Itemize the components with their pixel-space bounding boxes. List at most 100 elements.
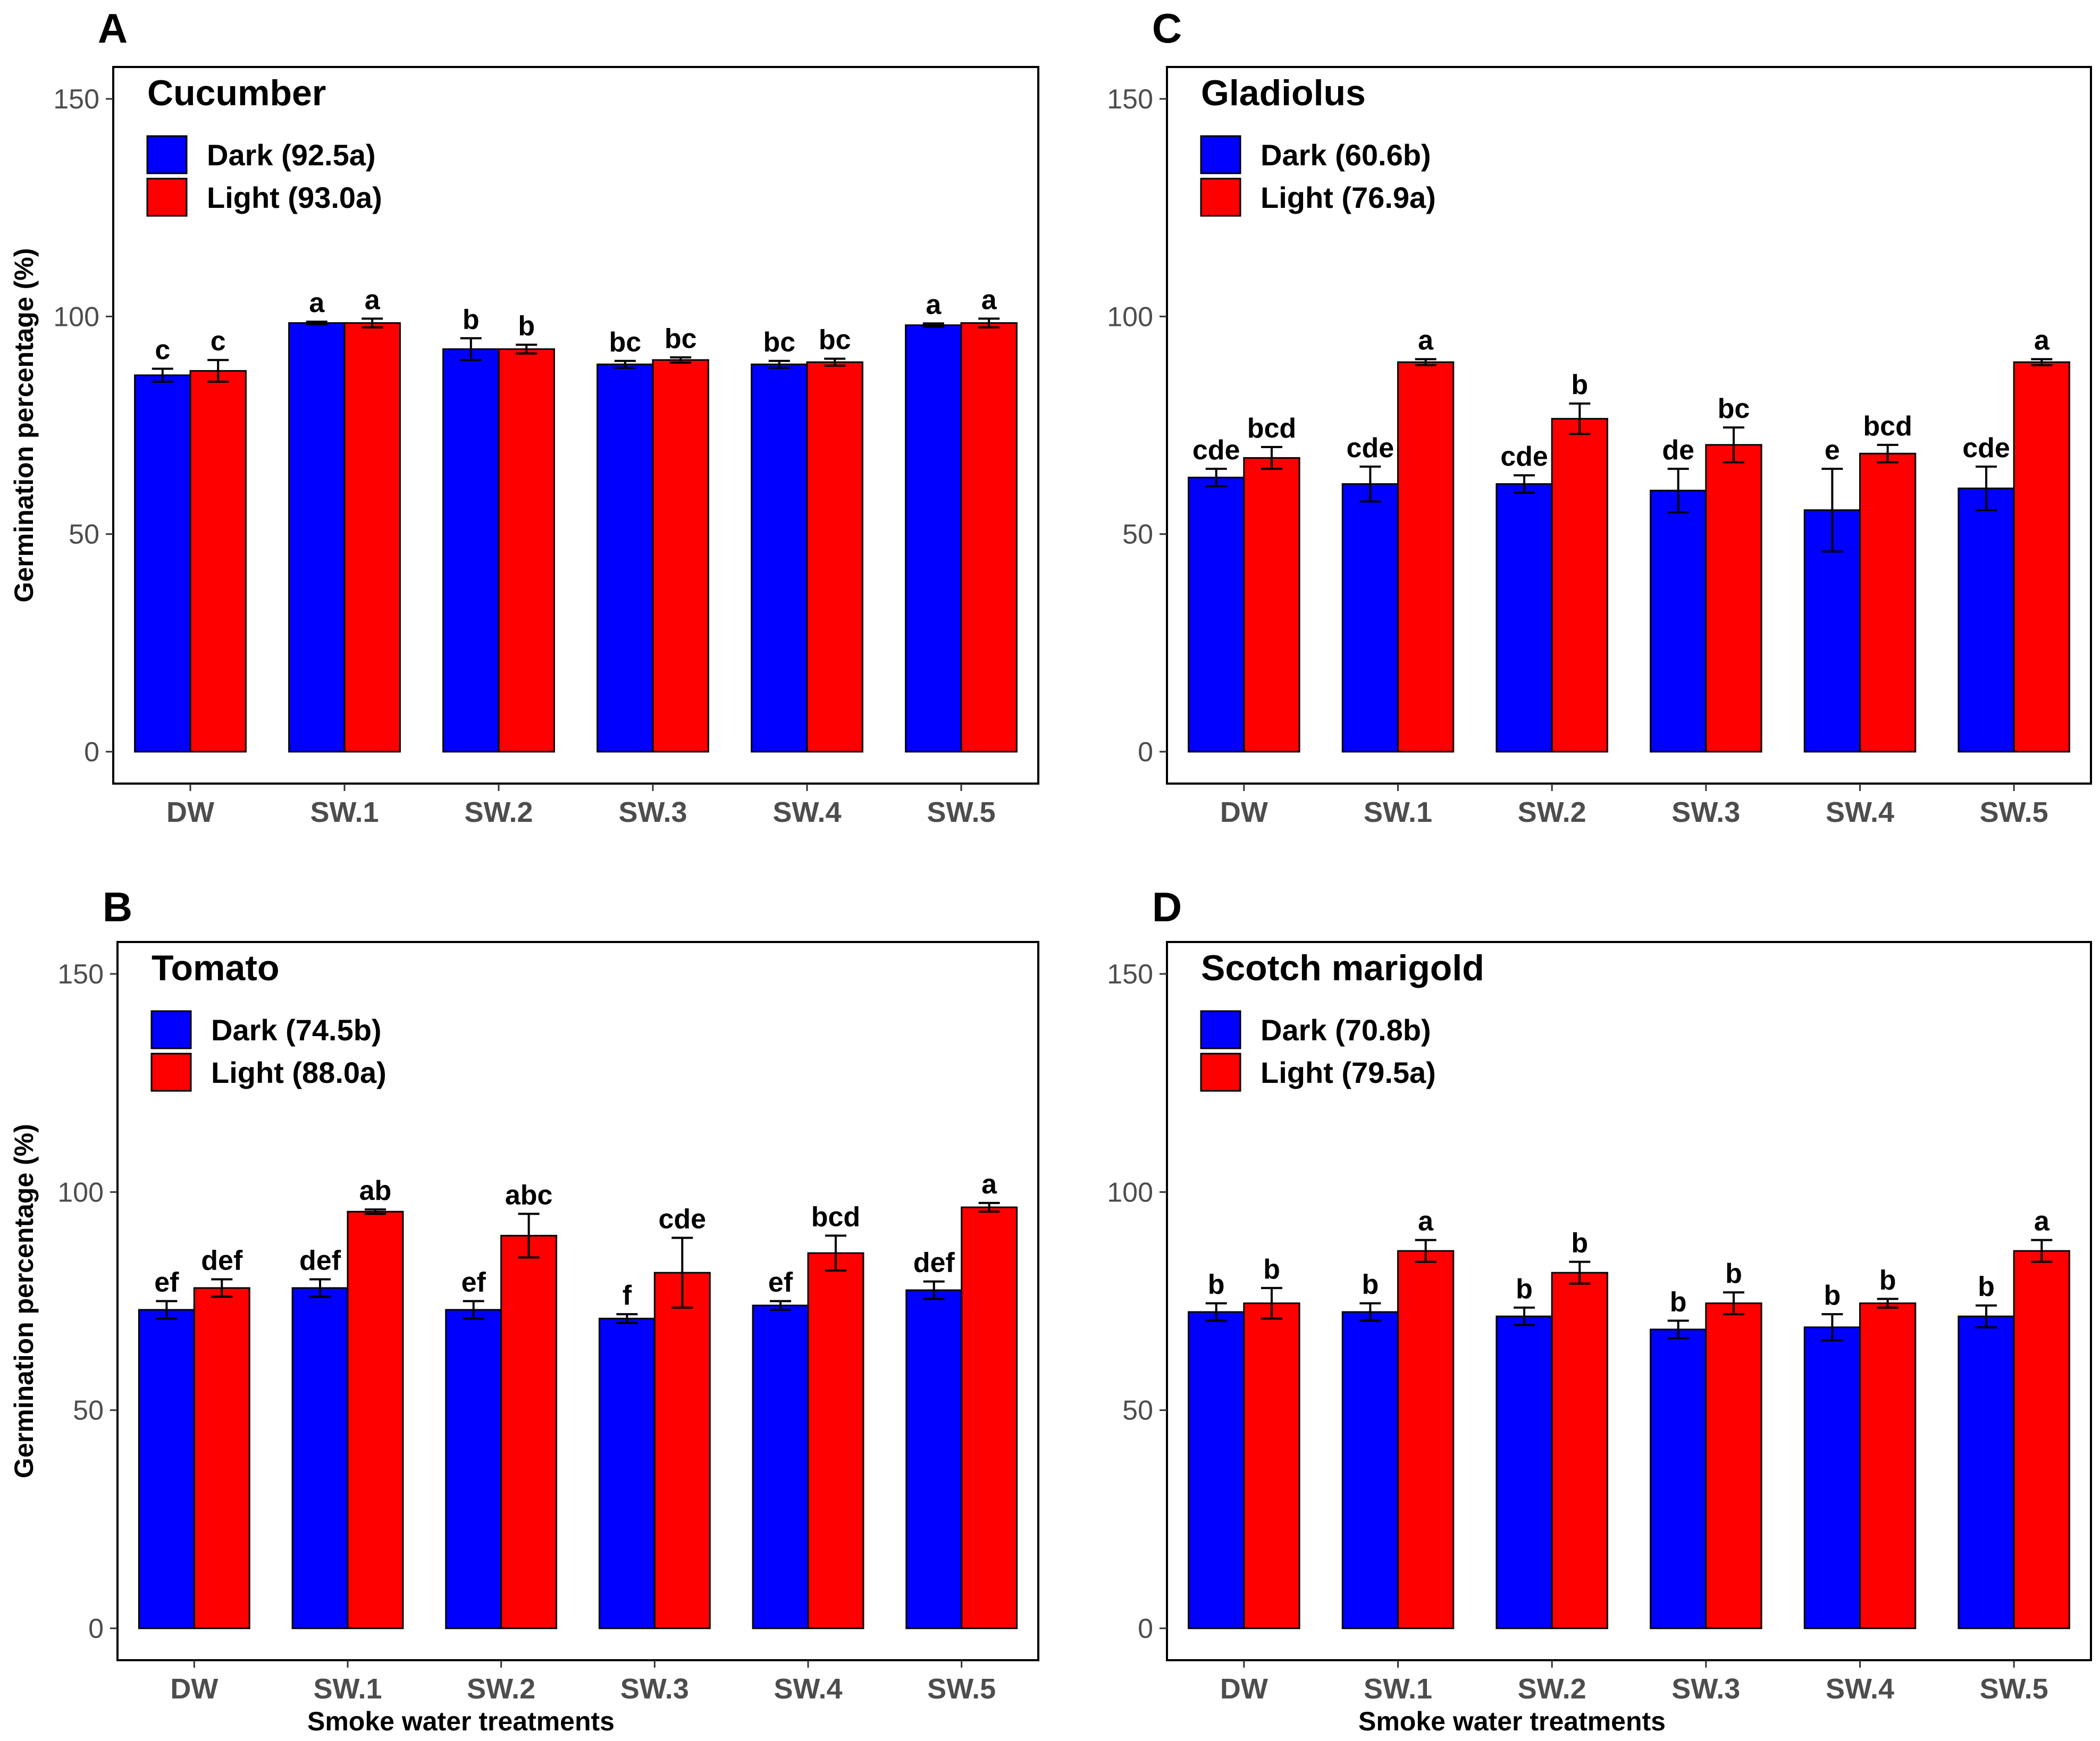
significance-label: b <box>1978 1272 1995 1302</box>
light-bar <box>806 361 863 753</box>
significance-label: ab <box>359 1175 392 1206</box>
y-tick-label: 150 <box>1107 959 1153 990</box>
light-bar <box>1859 452 1917 753</box>
significance-label: b <box>1725 1258 1742 1289</box>
x-tick-label: SW.5 <box>927 1673 996 1705</box>
dark-bar <box>1188 476 1245 753</box>
legend-label: Dark (70.8b) <box>1261 1013 1431 1047</box>
legend-swatch <box>150 1010 192 1049</box>
plot-frame <box>1166 66 2092 785</box>
significance-label: b <box>1879 1265 1896 1296</box>
significance-label: b <box>518 311 535 342</box>
light-bar <box>1705 1302 1762 1629</box>
dark-bar <box>1496 483 1553 753</box>
light-bar <box>961 1206 1018 1629</box>
legend-label: Light (88.0a) <box>211 1056 387 1089</box>
light-bar <box>1551 1272 1608 1629</box>
x-tick-label: SW.3 <box>1671 1673 1740 1705</box>
significance-label: bcd <box>811 1201 860 1232</box>
dark-bar <box>1650 490 1707 753</box>
y-tick-label: 150 <box>57 959 104 990</box>
legend-swatch <box>1200 1010 1241 1049</box>
light-bar <box>1397 361 1455 753</box>
light-bar <box>2013 361 2070 753</box>
y-tick-label: 50 <box>73 1395 104 1426</box>
chart-title: Gladiolus <box>1201 73 1366 113</box>
panel-letter: A <box>98 5 128 52</box>
y-axis-title: Germination percentage (%) <box>9 1124 39 1478</box>
panel-letter: D <box>1152 884 1182 930</box>
significance-label: ef <box>461 1267 486 1298</box>
significance-label: c <box>211 326 226 357</box>
significance-label: bc <box>665 323 697 354</box>
light-bar <box>343 322 401 753</box>
y-tick-label: 150 <box>53 84 99 115</box>
y-tick-label: 100 <box>53 301 99 332</box>
chart-title: Tomato <box>152 948 280 988</box>
significance-label: b <box>1263 1254 1280 1285</box>
x-tick-label: DW <box>1220 796 1268 828</box>
light-bar <box>500 1234 558 1629</box>
legend-label: Dark (92.5a) <box>207 138 376 172</box>
significance-label: a <box>365 284 381 315</box>
light-bar <box>1243 457 1300 753</box>
light-bar <box>347 1210 404 1629</box>
significance-label: b <box>1670 1286 1687 1317</box>
significance-label: a <box>2034 325 2050 356</box>
panel-letter: B <box>103 884 132 930</box>
dark-bar <box>288 322 346 753</box>
y-tick-label: 100 <box>1107 1177 1153 1208</box>
panel-letter: C <box>1152 5 1182 52</box>
significance-label: b <box>1824 1280 1841 1311</box>
significance-label: b <box>1571 1228 1588 1259</box>
x-axis-title: Smoke water treatments <box>307 1706 615 1736</box>
dark-bar <box>905 324 962 753</box>
legend-label: Light (76.9a) <box>1261 181 1436 214</box>
significance-label: bc <box>1718 393 1750 424</box>
significance-label: cde <box>1192 435 1240 466</box>
light-bar <box>1243 1302 1300 1629</box>
significance-label: de <box>1662 435 1694 466</box>
x-tick-label: SW.3 <box>618 796 687 828</box>
light-bar <box>498 348 555 753</box>
significance-label: b <box>1516 1274 1533 1305</box>
light-bar <box>807 1252 864 1629</box>
legend-swatch <box>1200 1053 1241 1092</box>
significance-label: a <box>2034 1206 2050 1237</box>
significance-label: f <box>623 1280 632 1311</box>
dark-bar <box>1650 1328 1707 1629</box>
y-tick-label: 100 <box>1107 301 1153 332</box>
legend-swatch <box>146 135 188 174</box>
x-tick-label: SW.2 <box>464 796 533 828</box>
y-tick-label: 50 <box>1122 1395 1153 1426</box>
x-tick-label: SW.4 <box>1826 1673 1894 1705</box>
plot-frame <box>1166 941 2092 1661</box>
dark-bar <box>1958 1315 2015 1629</box>
significance-label: b <box>1362 1269 1379 1300</box>
light-bar <box>1397 1250 1455 1629</box>
dark-bar <box>445 1309 502 1629</box>
plot-frame <box>116 941 1039 1661</box>
significance-label: abc <box>505 1180 553 1210</box>
y-tick-label: 0 <box>1138 737 1153 768</box>
chart-title: Scotch marigold <box>1201 948 1484 988</box>
dark-bar <box>752 1305 809 1629</box>
significance-label: a <box>981 1169 997 1200</box>
significance-label: bcd <box>1863 411 1912 442</box>
x-tick-label: DW <box>170 1673 218 1705</box>
x-tick-label: SW.2 <box>1518 1673 1586 1705</box>
light-bar <box>652 359 709 753</box>
x-tick-label: SW.5 <box>1980 1673 2048 1705</box>
significance-label: cde <box>1962 433 2010 464</box>
legend-label: Light (79.5a) <box>1261 1056 1436 1089</box>
dark-bar <box>134 374 191 753</box>
dark-bar <box>1958 487 2015 753</box>
dark-bar <box>597 363 654 753</box>
dark-bar <box>1496 1315 1553 1629</box>
dark-bar <box>598 1317 656 1629</box>
light-bar <box>1551 418 1608 753</box>
significance-label: c <box>155 335 170 366</box>
